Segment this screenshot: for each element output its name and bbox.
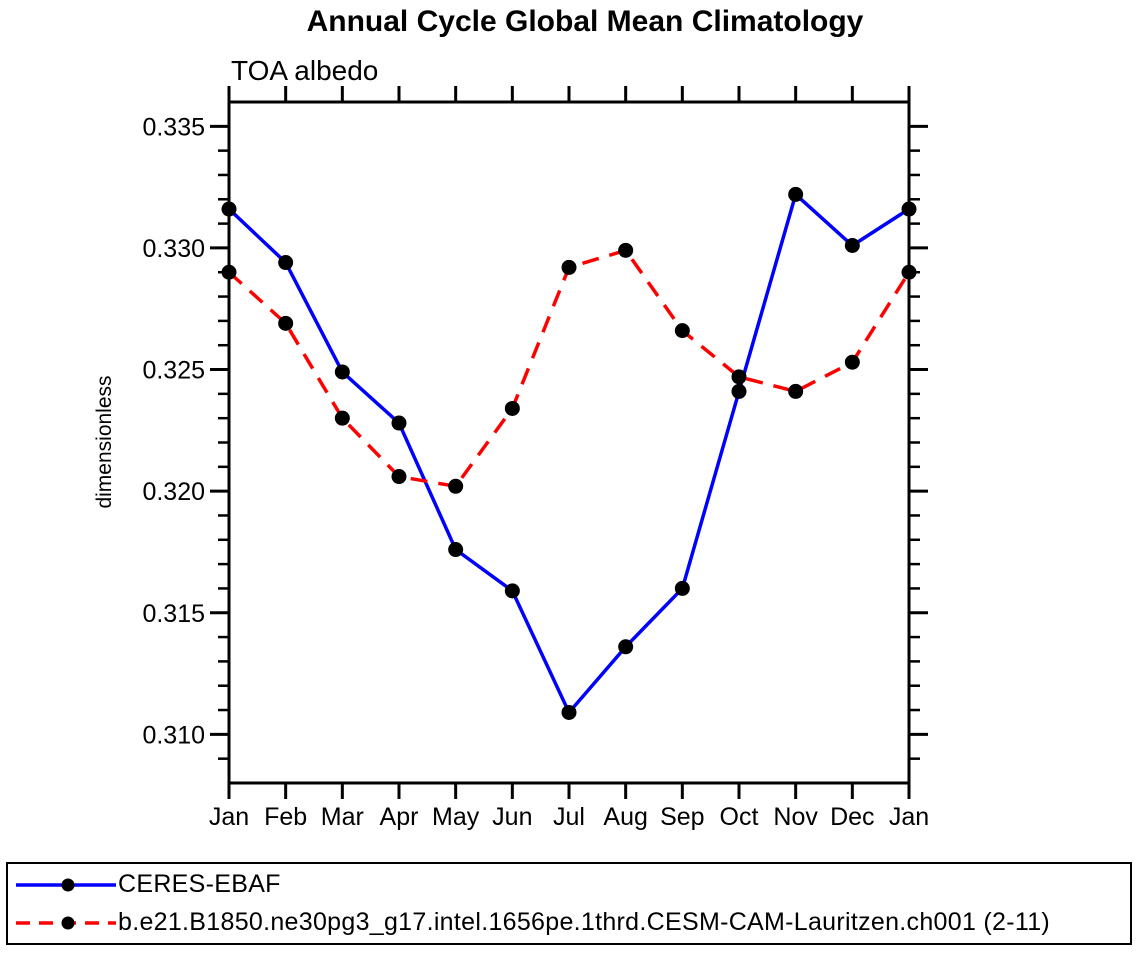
data-point-marker	[844, 237, 860, 253]
plot-box	[227, 100, 911, 785]
data-point-marker	[448, 542, 464, 558]
y-axis-title: dimensionless	[93, 375, 116, 509]
y-tick-label: 0.310	[142, 721, 205, 749]
legend-marker-dot	[61, 878, 75, 891]
x-tick-label: Feb	[264, 803, 307, 831]
data-point-marker	[221, 201, 237, 217]
y-tick-label: 0.325	[142, 357, 205, 385]
x-tick-label: Nov	[773, 803, 818, 831]
legend-marker-dot	[61, 916, 75, 929]
data-point-marker	[221, 264, 237, 280]
data-point-marker	[504, 583, 520, 599]
data-point-marker	[278, 255, 294, 271]
data-point-marker	[844, 354, 860, 370]
data-point-marker	[731, 383, 747, 399]
y-tick-label: 0.335	[142, 113, 205, 141]
x-tick-label: Jan	[889, 803, 929, 831]
legend-swatch-dashed-line	[16, 916, 116, 929]
data-point-marker	[561, 704, 577, 720]
data-point-marker	[901, 201, 917, 217]
x-tick-label: Jun	[492, 803, 532, 831]
x-tick-label: Sep	[660, 803, 704, 831]
y-tick-label: 0.315	[142, 600, 205, 628]
data-point-marker	[618, 639, 634, 655]
legend: CERES-EBAF b.e21.B1850.ne30pg3_g17.intel…	[6, 862, 1132, 945]
y-tick-label: 0.320	[142, 478, 205, 506]
data-point-marker	[448, 478, 464, 494]
data-point-marker	[391, 469, 407, 485]
x-tick-label: Oct	[720, 803, 759, 831]
data-point-marker	[334, 410, 350, 426]
data-point-marker	[674, 323, 690, 339]
chart-title: Annual Cycle Global Mean Climatology	[306, 5, 864, 38]
x-tick-label: Mar	[321, 803, 364, 831]
legend-label-observation: CERES-EBAF	[118, 870, 281, 898]
legend-item-observation: CERES-EBAF	[8, 866, 1130, 904]
y-tick-label: 0.330	[142, 235, 205, 263]
data-point-marker	[788, 383, 804, 399]
legend-label-model: b.e21.B1850.ne30pg3_g17.intel.1656pe.1th…	[118, 908, 1051, 936]
data-point-marker	[731, 369, 747, 385]
x-tick-label: May	[432, 803, 480, 831]
data-point-marker	[788, 186, 804, 202]
data-point-marker	[618, 242, 634, 258]
data-point-marker	[504, 400, 520, 416]
series-line-1	[227, 248, 911, 489]
legend-swatch-solid-line	[16, 878, 116, 891]
data-point-marker	[391, 415, 407, 431]
chart-subtitle-left: TOA albedo	[231, 55, 379, 86]
legend-item-model: b.e21.B1850.ne30pg3_g17.intel.1656pe.1th…	[8, 904, 1130, 942]
data-point-marker	[334, 364, 350, 380]
x-tick-label: Dec	[830, 803, 874, 831]
data-point-marker	[278, 315, 294, 331]
x-tick-label: Jan	[209, 803, 249, 831]
data-point-marker	[561, 259, 577, 275]
data-point-marker	[901, 264, 917, 280]
x-tick-label: Aug	[603, 803, 647, 831]
x-tick-label: Jul	[553, 803, 585, 831]
x-tick-label: Apr	[380, 803, 419, 831]
data-point-marker	[674, 580, 690, 596]
plot-canvas: Jan Feb Mar Apr May Jun Jul Aug Sep Oct Nov Dec Jan 0…	[142, 86, 929, 831]
